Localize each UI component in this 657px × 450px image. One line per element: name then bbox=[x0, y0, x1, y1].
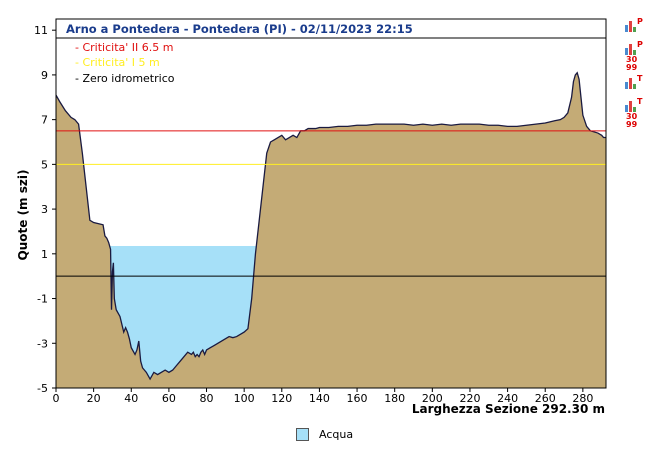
x-tick-label-180: 180 bbox=[384, 392, 405, 405]
chart-title: Arno a Pontedera - Pontedera (PI) - 02/1… bbox=[66, 22, 413, 36]
y-tick-label--1: -1 bbox=[37, 293, 48, 306]
bar-icon-segment bbox=[629, 21, 632, 32]
x-tick-label-80: 80 bbox=[200, 392, 214, 405]
station-chart-icon-3[interactable]: T 30 99 bbox=[624, 97, 644, 129]
y-tick-label-3: 3 bbox=[41, 203, 48, 216]
acqua-swatch bbox=[296, 428, 309, 441]
bar-icon-segment bbox=[625, 82, 628, 89]
x-tick-label-240: 240 bbox=[497, 392, 518, 405]
bar-icon-segment bbox=[625, 25, 628, 32]
x-axis-label: Larghezza Sezione 292.30 m bbox=[412, 402, 605, 416]
x-tick-label-40: 40 bbox=[124, 392, 138, 405]
y-tick-label-11: 11 bbox=[34, 24, 48, 37]
y-tick-label--3: -3 bbox=[37, 337, 48, 350]
bar-icon-segment bbox=[633, 50, 636, 55]
terrain-area bbox=[56, 72, 606, 388]
x-tick-label-20: 20 bbox=[87, 392, 101, 405]
station-icon-letter: T bbox=[637, 97, 643, 106]
bar-chart-icon bbox=[625, 43, 637, 55]
legend-criticita-2: - Criticita' II 6.5 m bbox=[75, 41, 173, 54]
x-tick-label-100: 100 bbox=[234, 392, 255, 405]
x-tick-label-280: 280 bbox=[572, 392, 593, 405]
bar-icon-segment bbox=[625, 105, 628, 112]
y-tick-label--5: -5 bbox=[37, 382, 48, 395]
station-chart-icon-1[interactable]: P 30 99 bbox=[624, 40, 644, 72]
title-box bbox=[55, 18, 607, 39]
station-chart-icon-2[interactable]: T bbox=[624, 74, 644, 102]
bar-chart-icon bbox=[625, 20, 637, 32]
x-tick-label-160: 160 bbox=[347, 392, 368, 405]
legend-zero-idrometrico: - Zero idrometrico bbox=[75, 72, 175, 85]
y-tick-label-9: 9 bbox=[41, 69, 48, 82]
x-tick-label-140: 140 bbox=[309, 392, 330, 405]
y-tick-label-7: 7 bbox=[41, 114, 48, 127]
terrain-profile-line bbox=[55, 71, 606, 381]
station-icon-number: 30 bbox=[626, 112, 638, 121]
x-tick-label-220: 220 bbox=[459, 392, 480, 405]
station-icon-letter: T bbox=[637, 74, 643, 83]
legend-criticita-1: - Criticita' I 5 m bbox=[75, 56, 160, 69]
bar-icon-segment bbox=[633, 27, 636, 32]
y-tick-label-1: 1 bbox=[41, 248, 48, 261]
bar-icon-segment bbox=[633, 84, 636, 89]
y-axis-label: Quote (m szi) bbox=[16, 170, 30, 261]
y-tick-label-5: 5 bbox=[41, 158, 48, 171]
bar-chart-icon bbox=[625, 100, 637, 112]
station-icon-number: 99 bbox=[626, 63, 638, 72]
bar-chart-icon bbox=[625, 77, 637, 89]
x-tick-label-200: 200 bbox=[422, 392, 443, 405]
x-tick-label-120: 120 bbox=[271, 392, 292, 405]
x-tick-label-60: 60 bbox=[162, 392, 176, 405]
bar-icon-segment bbox=[625, 48, 628, 55]
station-icon-letter: P bbox=[637, 40, 643, 49]
x-tick-label-0: 0 bbox=[53, 392, 60, 405]
acqua-label: Acqua bbox=[319, 428, 354, 441]
bar-icon-segment bbox=[633, 107, 636, 112]
station-icon-letter: P bbox=[637, 17, 643, 26]
bar-icon-segment bbox=[629, 101, 632, 112]
station-icon-number: 99 bbox=[626, 120, 638, 129]
bar-icon-segment bbox=[629, 78, 632, 89]
x-tick-label-260: 260 bbox=[535, 392, 556, 405]
station-chart-icon-0[interactable]: P bbox=[624, 17, 644, 45]
bar-icon-segment bbox=[629, 44, 632, 55]
bottom-legend: Acqua bbox=[296, 428, 353, 441]
station-icon-number: 30 bbox=[626, 55, 638, 64]
